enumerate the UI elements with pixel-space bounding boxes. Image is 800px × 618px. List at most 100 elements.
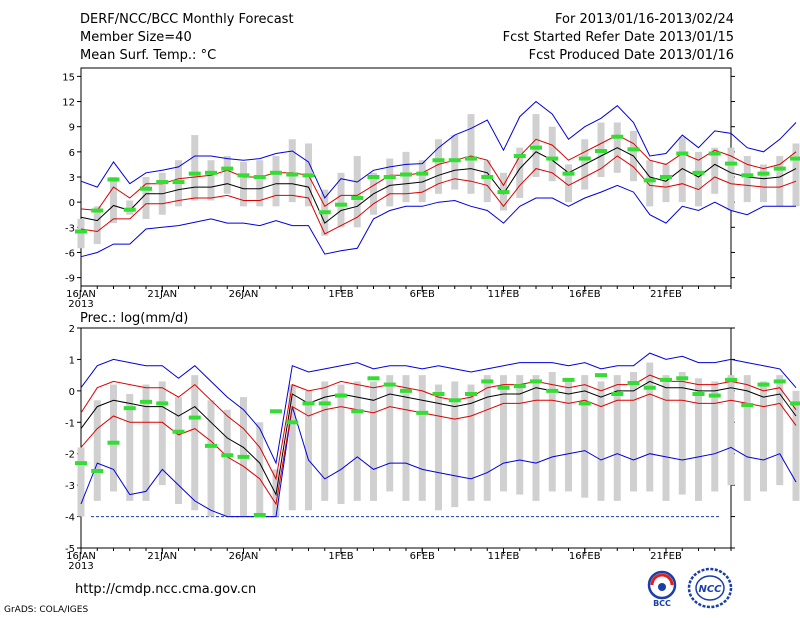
prec-spread-box (678, 372, 686, 495)
prec-median-marker (546, 388, 559, 393)
prec-spread-box (158, 381, 166, 486)
ncc-logo: NCC (687, 567, 733, 609)
prec-median-marker (205, 443, 217, 448)
bcc-logo-text: BCC (653, 599, 671, 608)
prec-spread-box (93, 400, 101, 501)
temp-spread-box (760, 164, 767, 203)
temp-median-marker (123, 207, 136, 212)
temp-ytick-label: -6 (65, 248, 75, 259)
prec-median-marker (708, 393, 721, 398)
prec-median-marker (562, 377, 575, 382)
source-url[interactable]: http://cmdp.ncc.cma.gov.cn (75, 582, 257, 597)
prec-spread-box (175, 397, 182, 504)
prec-median-marker (790, 401, 800, 406)
temp-spread-box (126, 200, 134, 215)
temp-median-marker (237, 173, 250, 178)
prec-spread-box (386, 375, 394, 492)
temp-median-marker (790, 156, 800, 161)
temp-median-marker (660, 175, 672, 179)
temp-median-marker (286, 172, 299, 177)
temp-spread-box (743, 156, 751, 203)
prec-xtick-label: 16FEB (569, 551, 601, 562)
temp-median-marker (205, 170, 217, 175)
temp-ytick-label: 9 (69, 123, 75, 134)
prec-spread-box (792, 390, 800, 501)
temp-spread-box (565, 164, 572, 203)
temp-median-marker (400, 172, 412, 177)
prec-median-marker (253, 513, 266, 517)
prec-xtick-label: 21FEB (650, 551, 682, 562)
prec-spread-box (402, 375, 410, 501)
prec-median-marker (400, 388, 412, 393)
temp-median-marker (465, 156, 477, 161)
prec-ytick-label: -2 (65, 450, 75, 461)
prec-spread-box (613, 375, 621, 501)
prec-median-marker (595, 373, 607, 378)
prec-median-marker (367, 376, 380, 381)
prec-spread-box (370, 381, 377, 501)
temp-spread-box (532, 114, 540, 177)
prec-spread-box (353, 381, 361, 501)
temp-spread-box (256, 160, 264, 207)
prec-spread-box (630, 372, 637, 492)
temp-ytick-label: 15 (62, 72, 75, 83)
prec-median-marker (318, 401, 331, 406)
temp-spread-box (695, 151, 702, 207)
grads-credit: GrADS: COLA/IGES (4, 605, 89, 615)
prec-spread-box (77, 447, 85, 517)
prec-spread-box (483, 375, 491, 501)
prec-median-marker (123, 406, 136, 411)
prec-median-marker (383, 382, 396, 387)
temp-spread-box (516, 147, 524, 198)
prec-spread-box (191, 375, 199, 511)
temp-spread-box (386, 158, 394, 207)
prec-spread-box (321, 381, 329, 501)
prec-xtick-label: 6FEB (410, 551, 435, 562)
temp-line-mean_plus_sd (80, 134, 797, 212)
prec-line-min (80, 406, 797, 518)
temp-line-mean (80, 147, 797, 224)
prec-median-marker (416, 410, 429, 415)
prec-spread-box (142, 384, 150, 501)
prec-median-marker (172, 429, 185, 434)
temp-median-marker (773, 166, 786, 171)
prec-spread-box (467, 384, 475, 501)
temp-median-marker (741, 173, 754, 178)
prec-spread-box (451, 381, 459, 508)
produced-date-label: Fcst Produced Date 2013/01/16 (528, 48, 734, 63)
temp-median-marker (546, 156, 559, 161)
prec-median-marker (530, 379, 542, 384)
start-date-label: Fcst Started Refer Date 2013/01/15 (502, 30, 734, 45)
variable-label: Mean Surf. Temp.: °C (80, 48, 217, 63)
temp-median-marker (432, 158, 445, 163)
prec-ytick-label: 2 (69, 324, 75, 335)
temp-median-marker (221, 166, 234, 171)
prec-spread-box (207, 400, 215, 517)
prec-median-marker (286, 420, 299, 425)
temp-xtick-year: 2013 (68, 299, 93, 310)
prec-spread-box (695, 378, 702, 501)
temp-spread-box (207, 160, 215, 201)
temp-median-marker (140, 186, 152, 191)
prec-spread-box (418, 375, 426, 501)
bcc-logo: BCC (647, 570, 677, 608)
prec-median-marker (237, 454, 250, 459)
temp-line-mean_minus_sd (80, 155, 797, 235)
prec-spread-box (646, 362, 654, 492)
prec-median-marker (757, 382, 770, 387)
temp-median-marker (627, 147, 640, 152)
temp-spread-box (711, 147, 719, 194)
prec-median-marker (773, 379, 786, 384)
prec-spread-box (435, 384, 442, 511)
prec-xtick-label: 1FEB (328, 551, 353, 562)
prec-median-marker (627, 381, 640, 385)
temp-median-marker (595, 149, 607, 154)
temp-xtick-label: 1FEB (328, 289, 353, 300)
prec-line-mean (80, 380, 797, 497)
prec-median-marker (91, 469, 104, 473)
prec-median-marker (497, 385, 510, 390)
temp-median-marker (578, 156, 591, 161)
prec-ytick-label: 1 (69, 355, 75, 366)
